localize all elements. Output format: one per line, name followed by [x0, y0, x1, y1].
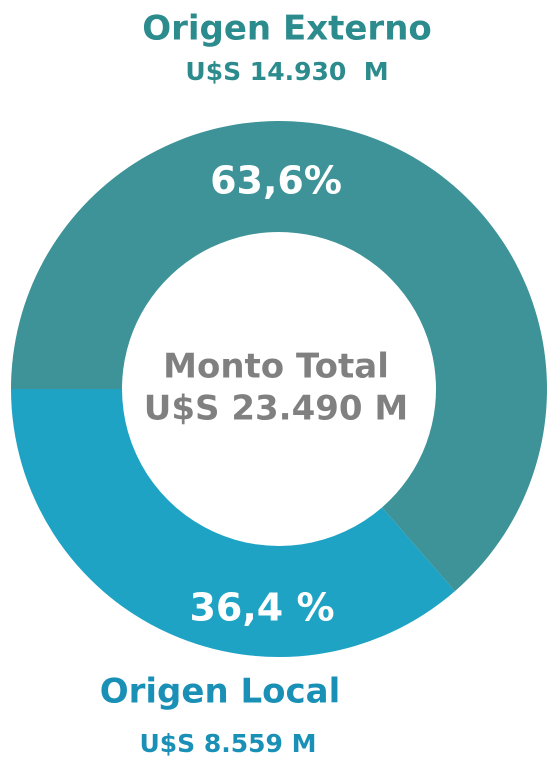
- value-label: 63,6%: [210, 159, 342, 203]
- slice-name: Origen Local: [100, 672, 341, 712]
- value-label: 36,4 %: [189, 586, 334, 630]
- slice-name: Origen Externo: [142, 9, 432, 49]
- slice-amount: U$S 14.930 M: [185, 57, 388, 86]
- center-title: Monto Total: [163, 347, 389, 387]
- donut-slice: [11, 120, 547, 592]
- donut-slice: [11, 389, 455, 657]
- center-value: U$S 23.490 M: [144, 389, 408, 429]
- slice-amount: U$S 8.559 M: [139, 729, 316, 758]
